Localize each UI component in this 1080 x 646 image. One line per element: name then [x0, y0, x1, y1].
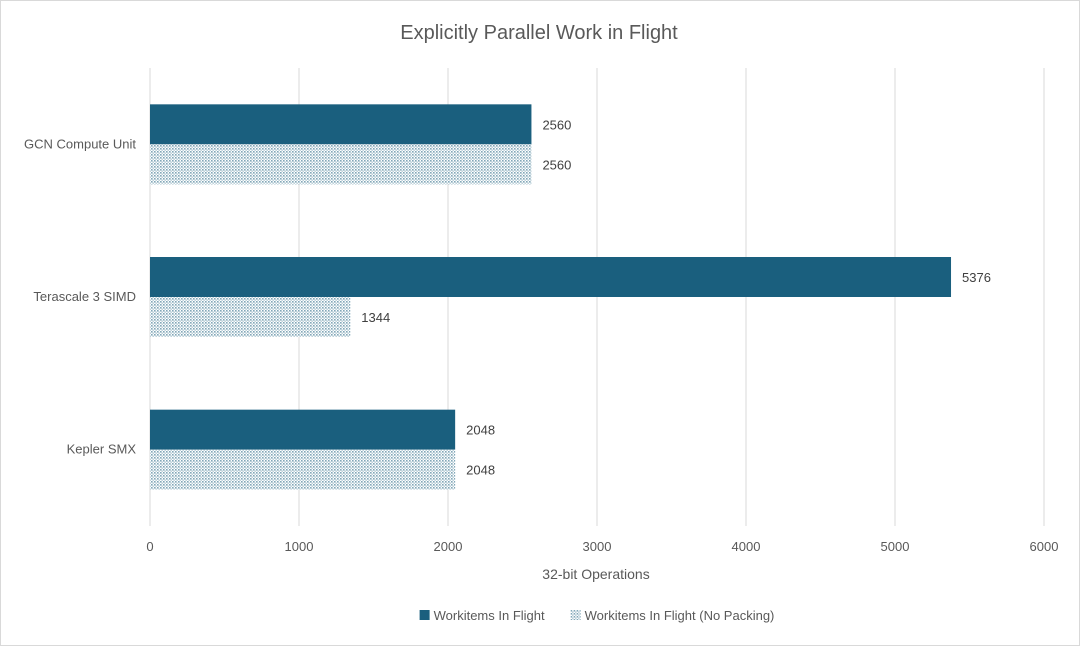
x-tick-label: 4000 [732, 539, 761, 554]
bar-no-packing [150, 297, 351, 337]
bar-workitems [150, 257, 952, 297]
x-tick-label: 5000 [881, 539, 910, 554]
category-label: GCN Compute Unit [24, 136, 136, 151]
data-label: 2048 [466, 463, 495, 478]
legend-item: Workitems In Flight (No Packing) [570, 608, 775, 623]
legend-label: Workitems In Flight (No Packing) [585, 608, 775, 623]
x-axis-title: 32-bit Operations [542, 566, 649, 582]
data-label: 5376 [962, 270, 991, 285]
legend-swatch [419, 610, 430, 620]
legend-item: Workitems In Flight [419, 608, 545, 623]
chart-title: Explicitly Parallel Work in Flight [400, 22, 678, 44]
x-tick-label: 1000 [285, 539, 314, 554]
data-label: 2560 [542, 157, 571, 172]
data-label: 1344 [361, 310, 390, 325]
bar-workitems [150, 104, 532, 145]
category-label: Terascale 3 SIMD [33, 289, 136, 304]
x-tick-label: 6000 [1030, 539, 1059, 554]
bar-workitems [150, 409, 456, 450]
legend-label: Workitems In Flight [434, 608, 545, 623]
data-label: 2048 [466, 423, 495, 438]
x-tick-label: 3000 [583, 539, 612, 554]
bar-no-packing [150, 144, 532, 185]
data-label: 2560 [542, 117, 571, 132]
category-label: Kepler SMX [67, 442, 137, 457]
x-tick-label: 0 [146, 539, 153, 554]
bar-no-packing [150, 449, 456, 490]
x-tick-label: 2000 [434, 539, 463, 554]
legend-swatch [570, 610, 581, 620]
